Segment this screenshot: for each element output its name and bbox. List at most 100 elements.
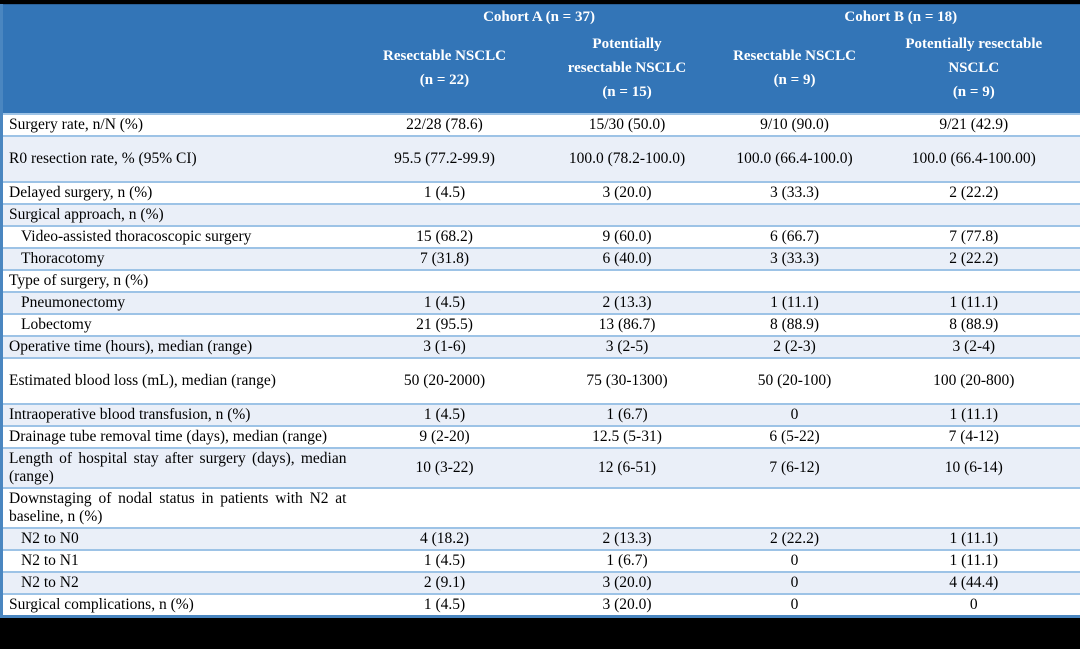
cell-value: 3 (20.0) (532, 571, 722, 594)
table-row: Intraoperative blood transfusion, n (%) … (1, 403, 1080, 426)
cell-value (721, 203, 868, 226)
cell-value: 50 (20-2000) (356, 357, 533, 404)
cell-value: 7 (77.8) (867, 225, 1080, 248)
row-label: Surgery rate, n/N (%) (1, 113, 357, 136)
cell-value: 9 (2-20) (356, 425, 533, 448)
cell-value: 1 (11.1) (867, 403, 1080, 426)
table-row: N2 to N2 2 (9.1) 3 (20.0) 0 4 (44.4) (1, 571, 1080, 594)
table-row-category: Type of surgery, n (%) (1, 269, 1080, 292)
column-header-resectable-a: Resectable NSCLC (n = 22) (356, 31, 533, 114)
row-label: Pneumonectomy (1, 291, 357, 314)
cell-value: 1 (4.5) (356, 181, 533, 204)
cell-value: 95.5 (77.2-99.9) (356, 135, 533, 182)
row-label: R0 resection rate, % (95% CI) (1, 135, 357, 182)
table-row: Estimated blood loss (mL), median (range… (1, 357, 1080, 404)
cell-value: 1 (11.1) (867, 549, 1080, 572)
cell-value: 21 (95.5) (356, 313, 533, 336)
row-label: N2 to N2 (1, 571, 357, 594)
table-row: Operative time (hours), median (range) 3… (1, 335, 1080, 358)
table-row: Drainage tube removal time (days), media… (1, 425, 1080, 448)
cell-value: 9/10 (90.0) (721, 113, 868, 136)
cell-value: 2 (22.2) (721, 527, 868, 550)
cell-value (356, 269, 533, 292)
empty-corner-cell (1, 4, 357, 31)
table-row-category: Downstaging of nodal status in patients … (1, 487, 1080, 528)
row-label: Intraoperative blood transfusion, n (%) (1, 403, 357, 426)
table-row: Surgery rate, n/N (%) 22/28 (78.6) 15/30… (1, 113, 1080, 136)
cell-value: 8 (88.9) (721, 313, 868, 336)
cell-value: 10 (6-14) (867, 447, 1080, 488)
cell-value: 12.5 (5-31) (532, 425, 722, 448)
cell-value: 4 (44.4) (867, 571, 1080, 594)
cell-value: 1 (6.7) (532, 549, 722, 572)
surgical-outcomes-table: Cohort A (n = 37) Cohort B (n = 18) Rese… (0, 4, 1080, 618)
cell-value: 9 (60.0) (532, 225, 722, 248)
cell-value: 100.0 (66.4-100.0) (721, 135, 868, 182)
cell-value: 75 (30-1300) (532, 357, 722, 404)
table-row: Video-assisted thoracoscopic surgery 15 … (1, 225, 1080, 248)
cell-value: 3 (33.3) (721, 181, 868, 204)
cell-value: 6 (5-22) (721, 425, 868, 448)
cell-value: 10 (3-22) (356, 447, 533, 488)
cohort-b-header: Cohort B (n = 18) (721, 4, 1080, 31)
cell-value (532, 269, 722, 292)
cell-value: 1 (6.7) (532, 403, 722, 426)
row-label: Thoracotomy (1, 247, 357, 270)
cell-value: 3 (20.0) (532, 593, 722, 617)
cell-value: 13 (86.7) (532, 313, 722, 336)
cell-value: 2 (13.3) (532, 527, 722, 550)
row-label: Length of hospital stay after surgery (d… (1, 447, 357, 488)
cell-value (721, 269, 868, 292)
cohort-a-header: Cohort A (n = 37) (356, 4, 722, 31)
row-label: Type of surgery, n (%) (1, 269, 357, 292)
cell-value: 0 (721, 549, 868, 572)
cell-value: 3 (2-4) (867, 335, 1080, 358)
row-label: Downstaging of nodal status in patients … (1, 487, 357, 528)
cell-value: 3 (2-5) (532, 335, 722, 358)
cell-value: 2 (13.3) (532, 291, 722, 314)
cell-value: 7 (6-12) (721, 447, 868, 488)
cell-value: 3 (20.0) (532, 181, 722, 204)
row-label: Delayed surgery, n (%) (1, 181, 357, 204)
cell-value: 100 (20-800) (867, 357, 1080, 404)
cell-value: 7 (4-12) (867, 425, 1080, 448)
column-header-potentially-resectable-b: Potentially resectable NSCLC (n = 9) (867, 31, 1080, 114)
cell-value (721, 487, 868, 528)
cell-value: 2 (22.2) (867, 247, 1080, 270)
row-label: Estimated blood loss (mL), median (range… (1, 357, 357, 404)
cell-value: 3 (1-6) (356, 335, 533, 358)
cell-value: 1 (4.5) (356, 549, 533, 572)
cell-value: 15 (68.2) (356, 225, 533, 248)
cell-value: 1 (4.5) (356, 403, 533, 426)
cell-value (867, 203, 1080, 226)
cell-value: 1 (4.5) (356, 593, 533, 617)
cell-value: 22/28 (78.6) (356, 113, 533, 136)
cell-value: 100.0 (78.2-100.0) (532, 135, 722, 182)
cell-value: 6 (40.0) (532, 247, 722, 270)
cell-value: 12 (6-51) (532, 447, 722, 488)
cell-value: 7 (31.8) (356, 247, 533, 270)
cell-value (867, 487, 1080, 528)
cell-value: 3 (33.3) (721, 247, 868, 270)
row-label: Lobectomy (1, 313, 357, 336)
column-header-potentially-resectable-a: Potentially resectable NSCLC (n = 15) (532, 31, 722, 114)
row-label: N2 to N0 (1, 527, 357, 550)
cell-value: 1 (11.1) (867, 527, 1080, 550)
table-header: Cohort A (n = 37) Cohort B (n = 18) Rese… (1, 4, 1080, 114)
table-row: Lobectomy 21 (95.5) 13 (86.7) 8 (88.9) 8… (1, 313, 1080, 336)
table-row: Thoracotomy 7 (31.8) 6 (40.0) 3 (33.3) 2… (1, 247, 1080, 270)
cell-value: 1 (4.5) (356, 291, 533, 314)
empty-label-cell (1, 31, 357, 114)
cell-value (356, 203, 533, 226)
table-row: R0 resection rate, % (95% CI) 95.5 (77.2… (1, 135, 1080, 182)
row-label: Video-assisted thoracoscopic surgery (1, 225, 357, 248)
cell-value (356, 487, 533, 528)
table-body: Surgery rate, n/N (%) 22/28 (78.6) 15/30… (1, 113, 1080, 617)
cell-value: 0 (721, 593, 868, 617)
cell-value: 0 (721, 571, 868, 594)
cell-value: 15/30 (50.0) (532, 113, 722, 136)
row-label: Surgical complications, n (%) (1, 593, 357, 617)
subgroup-header-row: Resectable NSCLC (n = 22) Potentially re… (1, 31, 1080, 114)
table-row: Length of hospital stay after surgery (d… (1, 447, 1080, 488)
